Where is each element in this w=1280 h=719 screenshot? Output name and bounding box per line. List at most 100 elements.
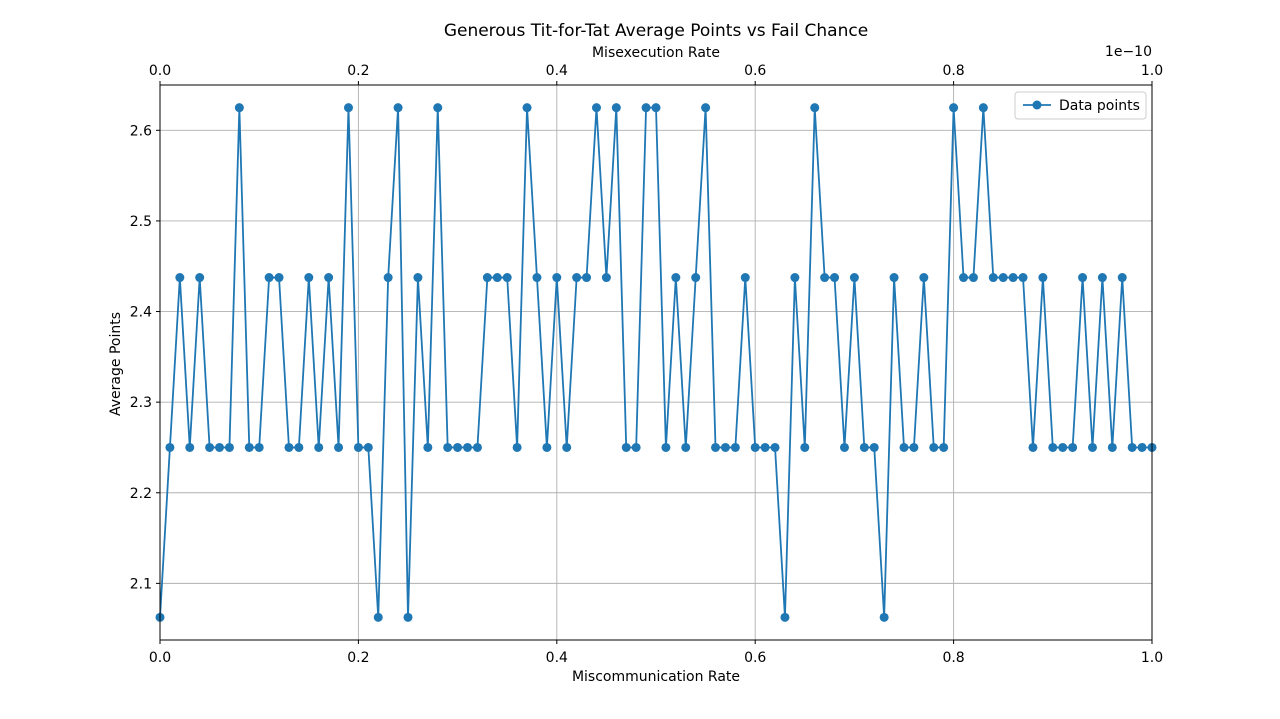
data-point bbox=[691, 273, 701, 283]
data-point bbox=[988, 273, 998, 283]
data-point bbox=[532, 273, 542, 283]
data-point bbox=[383, 273, 393, 283]
data-point bbox=[472, 442, 482, 452]
data-point bbox=[165, 442, 175, 452]
top-tick-label: 0.8 bbox=[942, 63, 964, 79]
data-point bbox=[711, 442, 721, 452]
y-axis-label: Average Points bbox=[108, 312, 124, 416]
data-point bbox=[482, 273, 492, 283]
chart-title: Generous Tit-for-Tat Average Points vs F… bbox=[444, 21, 868, 41]
data-point bbox=[978, 103, 988, 113]
data-point bbox=[760, 442, 770, 452]
data-point bbox=[353, 442, 363, 452]
data-point bbox=[552, 273, 562, 283]
data-point bbox=[562, 442, 572, 452]
data-point bbox=[582, 273, 592, 283]
data-point bbox=[671, 273, 681, 283]
x-tick-label: 0.0 bbox=[149, 650, 171, 666]
top-tick-label: 0.6 bbox=[744, 63, 766, 79]
data-point bbox=[790, 273, 800, 283]
data-point bbox=[522, 103, 532, 113]
data-point bbox=[314, 442, 324, 452]
data-point bbox=[770, 442, 780, 452]
data-point bbox=[542, 442, 552, 452]
data-point bbox=[730, 442, 740, 452]
data-point bbox=[899, 442, 909, 452]
data-point bbox=[1068, 442, 1078, 452]
data-point bbox=[1018, 273, 1028, 283]
data-point bbox=[185, 442, 195, 452]
x-axis-label: Miscommunication Rate bbox=[572, 669, 740, 685]
plot-frame bbox=[159, 84, 1153, 641]
data-point bbox=[859, 442, 869, 452]
y-tick-label: 2.4 bbox=[130, 305, 152, 321]
data-point bbox=[780, 612, 790, 622]
legend-marker-swatch bbox=[1032, 100, 1042, 110]
data-point bbox=[363, 442, 373, 452]
data-point bbox=[820, 273, 830, 283]
data-point bbox=[334, 442, 344, 452]
data-point bbox=[403, 612, 413, 622]
data-point bbox=[423, 442, 433, 452]
x-tick-label: 0.8 bbox=[942, 650, 964, 666]
data-point bbox=[919, 273, 929, 283]
data-point bbox=[502, 273, 512, 283]
data-point bbox=[1097, 273, 1107, 283]
data-point bbox=[661, 442, 671, 452]
data-point bbox=[830, 273, 840, 283]
data-point bbox=[1058, 442, 1068, 452]
data-point bbox=[949, 103, 959, 113]
y-tick-label: 2.3 bbox=[130, 395, 152, 411]
legend-label: Data points bbox=[1059, 98, 1140, 114]
data-point bbox=[740, 273, 750, 283]
data-point bbox=[1038, 273, 1048, 283]
data-point bbox=[1127, 442, 1137, 452]
data-point bbox=[1087, 442, 1097, 452]
data-point bbox=[929, 442, 939, 452]
data-point bbox=[800, 442, 810, 452]
top-tick-label: 0.0 bbox=[149, 63, 171, 79]
data-point bbox=[631, 442, 641, 452]
data-point bbox=[234, 103, 244, 113]
data-point bbox=[1028, 442, 1038, 452]
data-point bbox=[939, 442, 949, 452]
data-point bbox=[373, 612, 383, 622]
data-point bbox=[324, 273, 334, 283]
data-point bbox=[601, 273, 611, 283]
x-tick-label: 0.6 bbox=[744, 650, 766, 666]
data-point bbox=[1078, 273, 1088, 283]
data-point bbox=[701, 103, 711, 113]
data-point bbox=[968, 273, 978, 283]
data-point bbox=[284, 442, 294, 452]
series-data-points bbox=[155, 103, 1157, 622]
y-tick-label: 2.2 bbox=[130, 486, 152, 502]
data-point bbox=[294, 442, 304, 452]
data-point bbox=[1107, 442, 1117, 452]
data-point bbox=[264, 273, 274, 283]
data-point bbox=[869, 442, 879, 452]
y-tick-label: 2.5 bbox=[130, 214, 152, 230]
data-point bbox=[641, 103, 651, 113]
data-point bbox=[215, 442, 225, 452]
data-point bbox=[512, 442, 522, 452]
data-point bbox=[572, 273, 582, 283]
data-point bbox=[889, 273, 899, 283]
x-tick-label: 0.4 bbox=[546, 650, 568, 666]
data-point bbox=[244, 442, 254, 452]
y-tick-label: 2.1 bbox=[130, 576, 152, 592]
data-point bbox=[611, 103, 621, 113]
data-point bbox=[343, 103, 353, 113]
top-axis-offset-text: 1e−10 bbox=[1105, 44, 1152, 60]
legend-box bbox=[1014, 91, 1147, 120]
data-point bbox=[720, 442, 730, 452]
top-tick-label: 0.4 bbox=[546, 63, 568, 79]
legend: Data points bbox=[1014, 91, 1147, 120]
data-point bbox=[750, 442, 760, 452]
data-point bbox=[651, 103, 661, 113]
axis-ticks: 0.0 0.2 0.4 0.6 0.8 1.0 0.0 0.2 0.4 0.6 0.8 1.0 2.1 2… bbox=[130, 63, 1163, 666]
data-point bbox=[195, 273, 205, 283]
data-point bbox=[1008, 273, 1018, 283]
data-point bbox=[1117, 273, 1127, 283]
